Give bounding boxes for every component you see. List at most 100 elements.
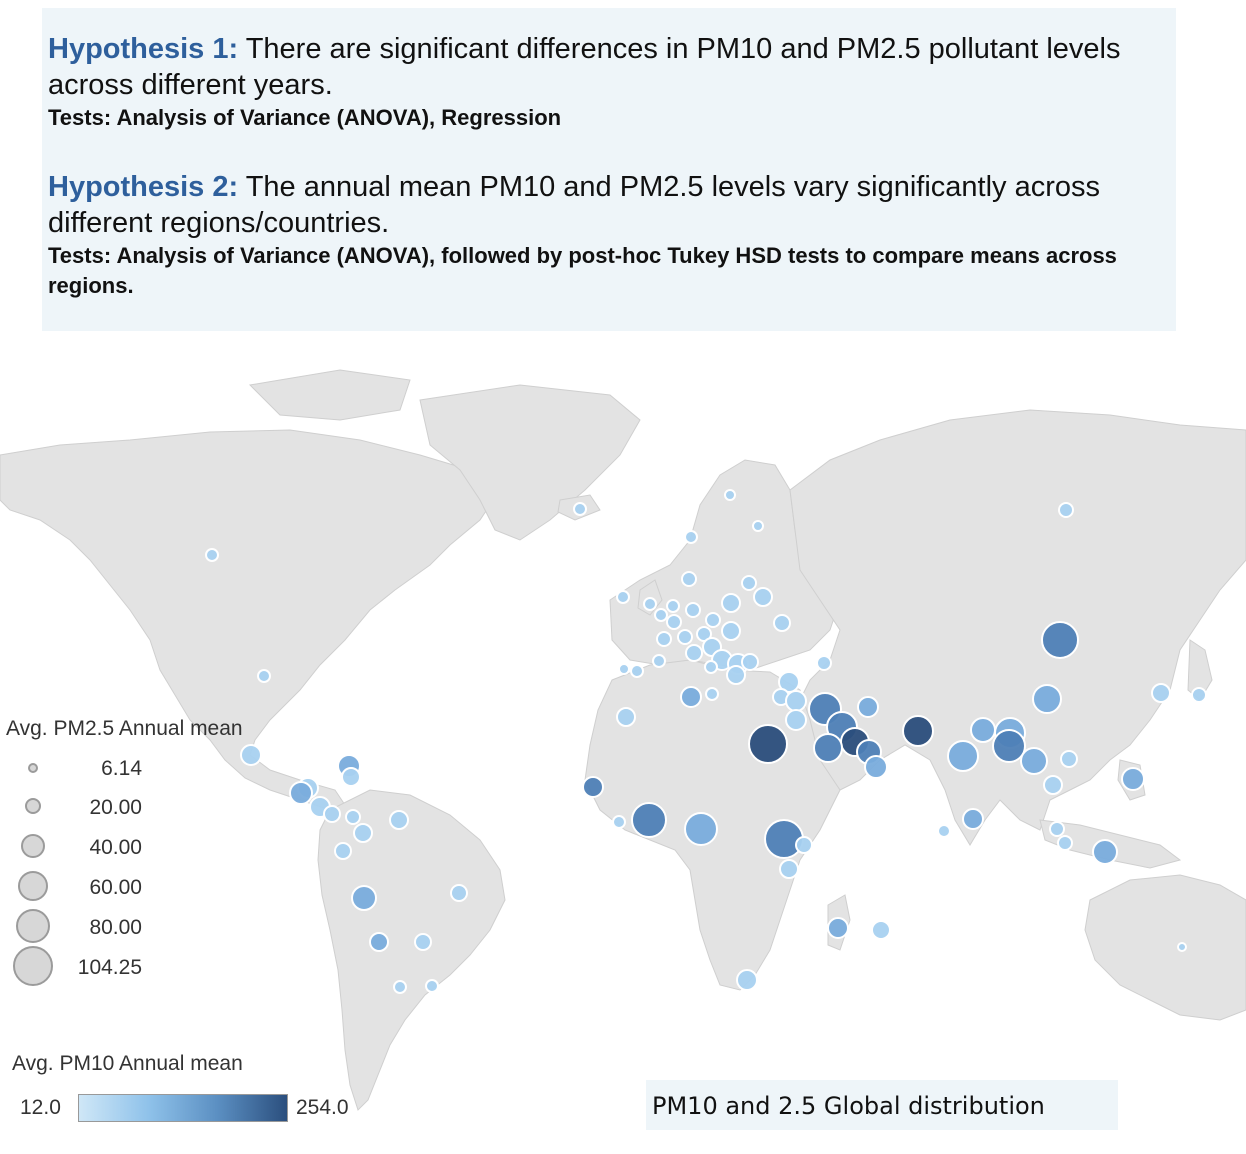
location-bubble[interactable] [1049, 821, 1065, 837]
location-bubble[interactable] [677, 629, 693, 645]
location-bubble[interactable] [654, 608, 668, 622]
location-bubble[interactable] [1057, 835, 1073, 851]
location-bubble[interactable] [813, 733, 843, 763]
location-bubble[interactable] [616, 590, 630, 604]
location-bubble[interactable] [353, 823, 373, 843]
location-bubble[interactable] [785, 690, 807, 712]
location-bubble[interactable] [721, 593, 741, 613]
location-bubble[interactable] [680, 686, 702, 708]
location-bubble[interactable] [573, 502, 587, 516]
location-bubble[interactable] [778, 671, 800, 693]
location-bubble[interactable] [631, 802, 667, 838]
location-bubble[interactable] [937, 824, 951, 838]
location-bubble[interactable] [666, 614, 682, 630]
location-bubble[interactable] [450, 884, 468, 902]
location-bubble[interactable] [947, 740, 979, 772]
location-bubble[interactable] [240, 744, 262, 766]
location-bubble[interactable] [612, 815, 626, 829]
location-bubble[interactable] [425, 979, 439, 993]
location-bubble[interactable] [773, 614, 791, 632]
location-bubble[interactable] [630, 664, 644, 678]
land-masses [0, 369, 1246, 1111]
location-bubble[interactable] [721, 621, 741, 641]
location-bubble[interactable] [616, 707, 636, 727]
location-bubble[interactable] [724, 489, 736, 501]
location-bubble[interactable] [656, 631, 672, 647]
location-bubble[interactable] [736, 969, 758, 991]
location-bubble[interactable] [257, 669, 271, 683]
location-bubble[interactable] [369, 932, 389, 952]
location-bubble[interactable] [962, 808, 984, 830]
size-legend-circle-2 [25, 798, 41, 814]
location-bubble[interactable] [779, 859, 799, 879]
location-bubble[interactable] [1121, 767, 1145, 791]
color-legend-gradient [78, 1094, 288, 1122]
location-bubble[interactable] [1092, 839, 1118, 865]
location-bubble[interactable] [857, 696, 879, 718]
location-bubble[interactable] [393, 980, 407, 994]
size-legend-title: Avg. PM2.5 Annual mean [6, 717, 243, 740]
location-bubble[interactable] [970, 717, 996, 743]
color-legend: Avg. PM10 Annual mean 12.0 254.0 [12, 1052, 372, 1132]
location-bubble[interactable] [1177, 942, 1187, 952]
location-bubble[interactable] [1032, 684, 1062, 714]
hypothesis-2-label: Hypothesis 2: [48, 171, 239, 203]
location-bubble[interactable] [785, 709, 807, 731]
map-caption-text: PM10 and 2.5 Global distribution [652, 1092, 1045, 1120]
size-legend-circle-5 [16, 909, 50, 943]
bubble-layer [205, 489, 1207, 994]
location-bubble[interactable] [704, 660, 718, 674]
location-bubble[interactable] [705, 687, 719, 701]
location-bubble[interactable] [752, 520, 764, 532]
location-bubble[interactable] [1191, 687, 1207, 703]
location-bubble[interactable] [871, 920, 891, 940]
size-legend-label-2: 20.00 [89, 796, 142, 819]
location-bubble[interactable] [1020, 747, 1048, 775]
location-bubble[interactable] [414, 933, 432, 951]
location-bubble[interactable] [753, 587, 773, 607]
location-bubble[interactable] [643, 597, 657, 611]
location-bubble[interactable] [902, 715, 934, 747]
hypothesis-2-tests: Tests: Analysis of Variance (ANOVA), fol… [48, 243, 1117, 298]
size-legend-circle-1 [28, 763, 38, 773]
location-bubble[interactable] [992, 729, 1026, 763]
location-bubble[interactable] [748, 724, 788, 764]
location-bubble[interactable] [389, 810, 409, 830]
location-bubble[interactable] [289, 781, 313, 805]
map-caption: PM10 and 2.5 Global distribution [646, 1080, 1118, 1130]
size-legend: Avg. PM2.5 Annual mean 6.14 20.00 40.00 … [6, 717, 243, 986]
location-bubble[interactable] [1151, 683, 1171, 703]
hypothesis-2-text: The annual mean PM10 and PM2.5 levels va… [48, 171, 1101, 239]
location-bubble[interactable] [345, 809, 361, 825]
size-legend-label-4: 60.00 [89, 876, 142, 899]
location-bubble[interactable] [681, 571, 697, 587]
location-bubble[interactable] [864, 755, 888, 779]
location-bubble[interactable] [618, 663, 630, 675]
world-map[interactable]: Avg. PM2.5 Annual mean 6.14 20.00 40.00 … [0, 331, 1246, 1154]
location-bubble[interactable] [684, 530, 698, 544]
location-bubble[interactable] [1041, 621, 1079, 659]
location-bubble[interactable] [323, 805, 341, 823]
location-bubble[interactable] [795, 836, 813, 854]
location-bubble[interactable] [1058, 502, 1074, 518]
location-bubble[interactable] [816, 655, 832, 671]
size-legend-circle-4 [18, 871, 48, 901]
location-bubble[interactable] [341, 767, 361, 787]
location-bubble[interactable] [684, 812, 718, 846]
location-bubble[interactable] [205, 548, 219, 562]
location-bubble[interactable] [351, 885, 377, 911]
location-bubble[interactable] [726, 665, 746, 685]
location-bubble[interactable] [685, 644, 703, 662]
size-legend-label-6: 104.25 [78, 956, 142, 979]
location-bubble[interactable] [741, 653, 759, 671]
location-bubble[interactable] [705, 612, 721, 628]
location-bubble[interactable] [582, 776, 604, 798]
location-bubble[interactable] [685, 602, 701, 618]
location-bubble[interactable] [334, 842, 352, 860]
location-bubble[interactable] [652, 654, 666, 668]
location-bubble[interactable] [741, 575, 757, 591]
location-bubble[interactable] [666, 599, 680, 613]
location-bubble[interactable] [1060, 750, 1078, 768]
location-bubble[interactable] [1043, 775, 1063, 795]
location-bubble[interactable] [827, 917, 849, 939]
